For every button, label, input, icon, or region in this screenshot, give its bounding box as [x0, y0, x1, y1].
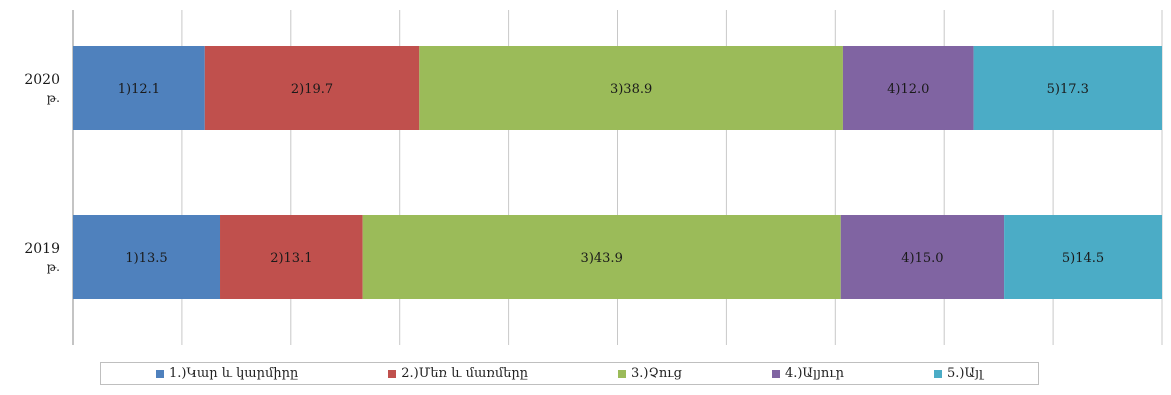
legend-swatch [771, 369, 780, 378]
legend-label: 5.)Այլ [947, 366, 983, 381]
legend-label: 4.)Ալյուր [784, 366, 845, 381]
bar-segment [840, 215, 1005, 299]
legend-item: 2.)Մեռ և մառմերը [388, 366, 528, 381]
legend-item: 5.)Այլ [934, 366, 983, 381]
data-label: 4)12.0 [887, 82, 929, 97]
data-label: 1)13.5 [125, 251, 167, 266]
data-label: 5)17.3 [1047, 82, 1089, 97]
bar-segment [73, 46, 205, 130]
bar-segment [73, 215, 221, 299]
legend-label: 2.)Մեռ և մառմերը [401, 366, 529, 381]
bar-segment [1004, 215, 1162, 299]
legend-swatch [388, 369, 397, 378]
bar-segment [842, 46, 974, 130]
category-label-suffix: թ. [47, 260, 60, 274]
data-label: 4)15.0 [901, 251, 943, 266]
legend-item: 4.)Ալյուր [771, 366, 845, 381]
data-label: 3)43.9 [581, 251, 623, 266]
data-label: 1)12.1 [118, 82, 160, 97]
category-label: 2019 [24, 241, 60, 257]
legend-item: 3.)Չուց [618, 366, 682, 381]
data-label: 2)19.7 [291, 82, 333, 97]
legend-swatch [155, 369, 164, 378]
category-label-suffix: թ. [47, 91, 60, 105]
data-label: 2)13.1 [270, 251, 312, 266]
bar-segment [220, 215, 363, 299]
bar-segment [419, 46, 843, 130]
legend-swatch [934, 369, 942, 378]
category-label: 2020 [24, 72, 60, 88]
chart-legend: 1.)Կար և կարմիրը 2.)Մեռ և մառմերը 3.)Չուց 4… [100, 362, 1039, 385]
legend-item: 1.)Կար և կարմիրը [155, 366, 299, 381]
data-label: 3)38.9 [610, 82, 652, 97]
legend-label: 1.)Կար և կարմիրը [168, 366, 299, 381]
legend-swatch [618, 369, 627, 378]
legend-label: 3.)Չուց [631, 366, 682, 381]
data-label: 5)14.5 [1062, 251, 1104, 266]
bar-segment [973, 46, 1162, 130]
bar-segment [362, 215, 841, 299]
bar-segment [204, 46, 420, 130]
